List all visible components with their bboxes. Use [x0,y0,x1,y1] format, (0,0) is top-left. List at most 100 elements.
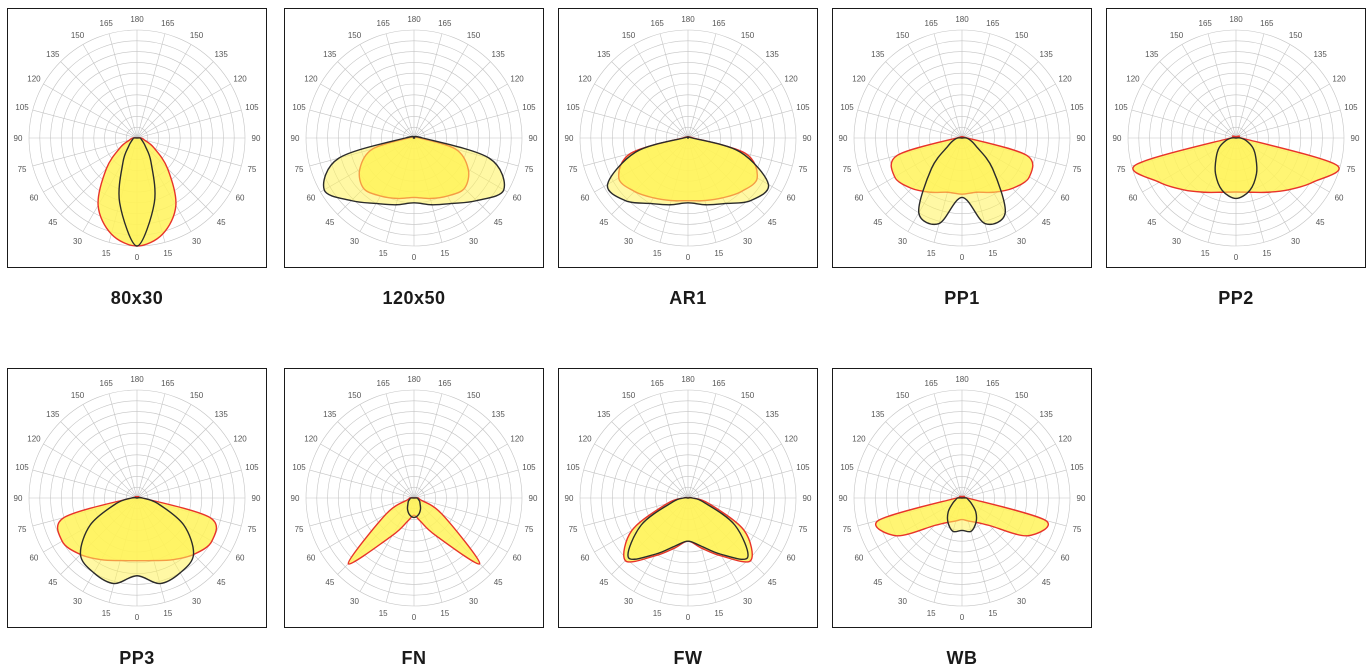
angle-tick-label: 105 [1344,103,1358,112]
angle-tick-label: 150 [71,391,85,400]
angle-tick-label: 180 [407,375,421,384]
angle-tick-label: 90 [803,494,812,503]
angle-tick-label: 45 [48,578,57,587]
grid-spoke [687,83,782,139]
angle-tick-label: 105 [245,103,259,112]
angle-tick-label: 135 [765,410,779,419]
angle-tick-label: 90 [1113,134,1122,143]
grid-spoke [413,469,519,499]
angle-tick-label: 135 [765,50,779,59]
angle-tick-label: 15 [653,609,662,618]
angle-tick-label: 165 [986,379,1000,388]
angle-tick-label: 0 [412,613,417,622]
grid-spoke [32,137,138,167]
chart-frame: 0 15 15 30 30 45 45 60 60 75 75 90 90 105 105 120 120 135… [832,368,1092,628]
angle-tick-label: 120 [304,75,318,84]
angle-tick-label: 60 [1335,194,1344,203]
angle-tick-label: 15 [102,249,111,258]
angle-tick-label: 90 [252,134,261,143]
polar-plot: 0 15 15 30 30 45 45 60 60 75 75 90 90 105 105 120 120 135… [565,15,812,262]
grid-spoke [1235,61,1313,139]
angle-tick-label: 150 [71,31,85,40]
angle-tick-label: 30 [624,597,633,606]
grid-spoke [687,443,782,499]
angle-tick-label: 165 [651,19,665,28]
grid-spoke [82,44,138,139]
grid-spoke [309,469,415,499]
grid-spoke [32,109,138,139]
angle-tick-label: 120 [784,75,798,84]
polar-chart-fw: 0 15 15 30 30 45 45 60 60 75 75 90 90 105 105 120 120 135… [558,368,818,669]
angle-tick-label: 150 [467,391,481,400]
chart-frame: 0 15 15 30 30 45 45 60 60 75 75 90 90 105 105 120 120 135… [832,8,1092,268]
angle-tick-label: 165 [377,19,391,28]
grid-spoke [857,469,963,499]
grid-spoke [594,83,689,139]
angle-tick-label: 75 [798,525,807,534]
angle-tick-label: 180 [955,15,969,24]
angle-tick-label: 90 [252,494,261,503]
grid-spoke [385,393,415,499]
angle-tick-label: 150 [622,31,636,40]
angle-tick-label: 135 [1313,50,1327,59]
grid-spoke [1235,44,1291,139]
angle-tick-label: 105 [522,103,536,112]
angle-tick-label: 75 [295,525,304,534]
grid-spoke [1159,61,1237,139]
angle-tick-label: 150 [348,391,362,400]
angle-tick-label: 75 [18,525,27,534]
angle-tick-label: 30 [1291,237,1300,246]
angle-tick-label: 15 [163,249,172,258]
angle-tick-label: 120 [233,435,247,444]
angle-tick-label: 15 [163,609,172,618]
angle-tick-label: 60 [513,194,522,203]
angle-tick-label: 150 [741,391,755,400]
angle-tick-label: 165 [651,379,665,388]
grid-spoke [385,33,415,139]
angle-tick-label: 180 [130,15,144,24]
angle-tick-label: 30 [898,237,907,246]
angle-tick-label: 60 [236,194,245,203]
grid-spoke [136,393,166,499]
angle-tick-label: 135 [491,50,505,59]
grid-spoke [961,33,991,139]
grid-spoke [868,443,963,499]
distribution-curve-dark [322,135,506,206]
grid-spoke [1181,44,1237,139]
polar-grid [853,29,1071,247]
angle-tick-label: 90 [529,494,538,503]
angle-tick-label: 45 [494,578,503,587]
grid-spoke [687,393,717,499]
grid-spoke [359,44,415,139]
grid-spoke [413,61,491,139]
angle-tick-label: 150 [896,391,910,400]
grid-spoke [687,33,717,139]
grid-spoke [43,443,138,499]
grid-spoke [1235,33,1265,139]
angle-tick-label: 120 [233,75,247,84]
polar-plot: 0 15 15 30 30 45 45 60 60 75 75 90 90 105 105 120 120 135… [14,375,261,622]
angle-tick-label: 135 [1039,410,1053,419]
angle-tick-label: 30 [469,597,478,606]
angle-tick-label: 135 [597,410,611,419]
chart-frame: 0 15 15 30 30 45 45 60 60 75 75 90 90 105 105 120 120 135… [1106,8,1366,268]
distribution-curve-dark [406,497,422,519]
angle-tick-label: 60 [306,554,315,563]
angle-tick-label: 105 [15,463,29,472]
angle-tick-label: 105 [1070,463,1084,472]
angle-tick-label: 135 [871,50,885,59]
angle-tick-label: 60 [854,194,863,203]
polar-chart-pp2: 0 15 15 30 30 45 45 60 60 75 75 90 90 105 105 120 120 135… [1106,8,1366,309]
angle-tick-label: 150 [1170,31,1184,40]
angle-tick-label: 180 [407,15,421,24]
chart-caption: FW [673,648,703,668]
angle-tick-label: 120 [304,435,318,444]
angle-tick-label: 45 [217,218,226,227]
angle-tick-label: 120 [578,435,592,444]
grid-spoke [1235,83,1330,139]
angle-tick-label: 165 [1260,19,1274,28]
grid-spoke [961,469,1067,499]
angle-tick-label: 60 [580,194,589,203]
grid-spoke [413,443,508,499]
polar-chart-pp1: 0 15 15 30 30 45 45 60 60 75 75 90 90 105 105 120 120 135… [832,8,1092,309]
